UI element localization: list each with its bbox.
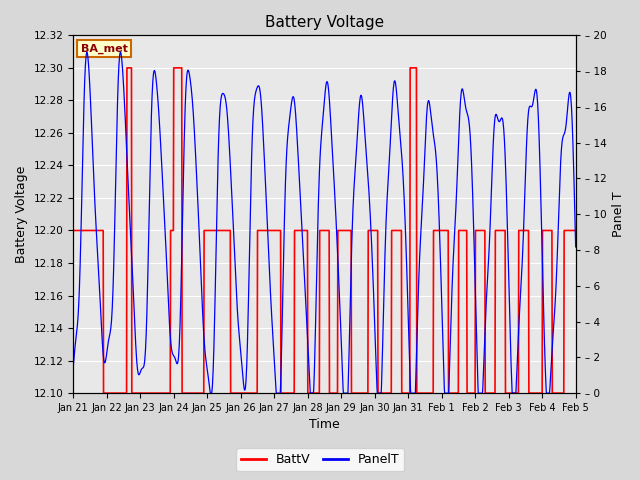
Y-axis label: Battery Voltage: Battery Voltage: [15, 166, 28, 263]
Title: Battery Voltage: Battery Voltage: [265, 15, 384, 30]
Text: BA_met: BA_met: [81, 43, 127, 54]
Legend: BattV, PanelT: BattV, PanelT: [236, 448, 404, 471]
X-axis label: Time: Time: [309, 419, 340, 432]
Y-axis label: Panel T: Panel T: [612, 192, 625, 237]
